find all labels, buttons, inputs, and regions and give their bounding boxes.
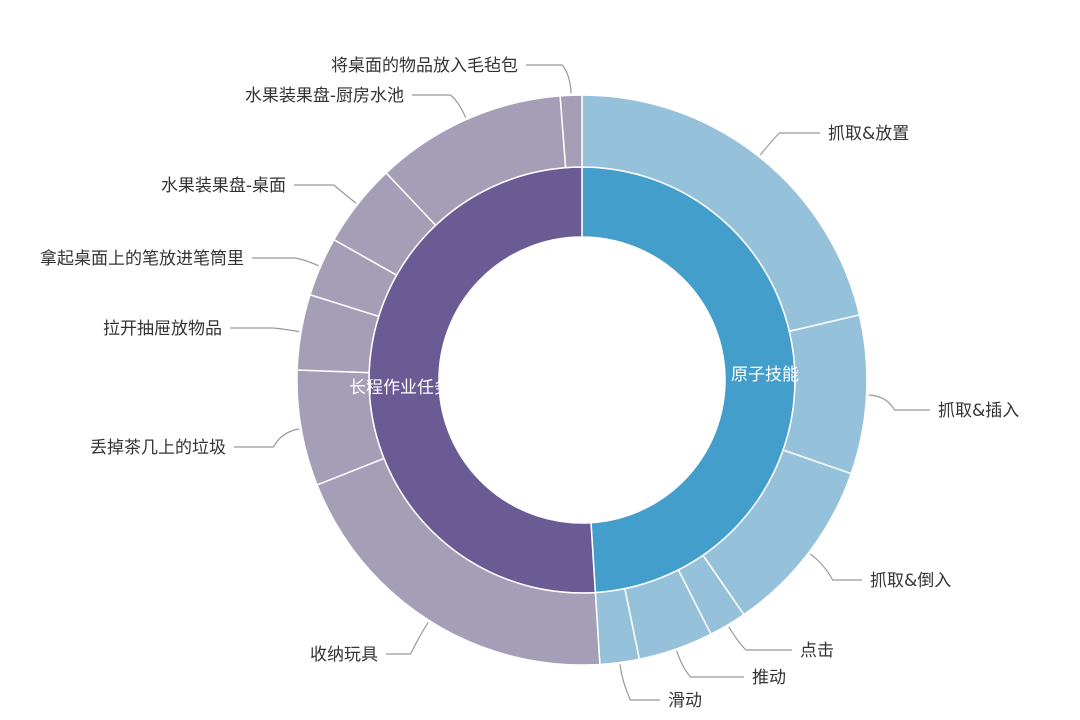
leader-line [676,650,744,678]
outer-slice-label: 抓取&倒入 [870,571,951,591]
outer-slice-label: 推动 [752,668,786,688]
leader-line [234,428,300,448]
leader-line [386,622,429,655]
leader-line [526,64,572,94]
outer-slice-label: 拿起桌面上的笔放进笔筒里 [40,248,244,269]
outer-slice-label: 水果装果盘-桌面 [161,176,286,196]
outer-slice[interactable] [559,94,583,169]
leader-line [868,394,930,411]
outer-slice-label: 抓取&插入 [938,401,1019,421]
leader-line [809,553,862,581]
outer-slice-label: 水果装果盘-厨房水池 [245,86,404,106]
outer-slice-label: 滑动 [668,691,702,711]
leader-line [728,626,792,651]
leader-lines [230,64,930,701]
leader-line [619,664,660,701]
leader-line [412,94,467,118]
leader-line [252,257,319,267]
leader-line [294,184,357,204]
outer-slice[interactable] [782,314,868,475]
leader-line [230,327,300,333]
outer-slice-label: 将桌面的物品放入毛毡包 [331,56,518,76]
inner-slice-label: 长程作业任务 [349,378,451,398]
outer-ring [296,94,868,666]
outer-slice-label: 抓取&放置 [828,124,909,144]
outer-slice-label: 点击 [800,641,834,661]
leader-line [759,132,820,156]
outer-slice-label: 丢掉茶几上的垃圾 [90,438,226,458]
outer-slice-label: 收纳玩具 [310,645,378,665]
outer-slice-label: 拉开抽屉放物品 [103,319,222,339]
inner-slice-label: 原子技能 [731,365,799,385]
